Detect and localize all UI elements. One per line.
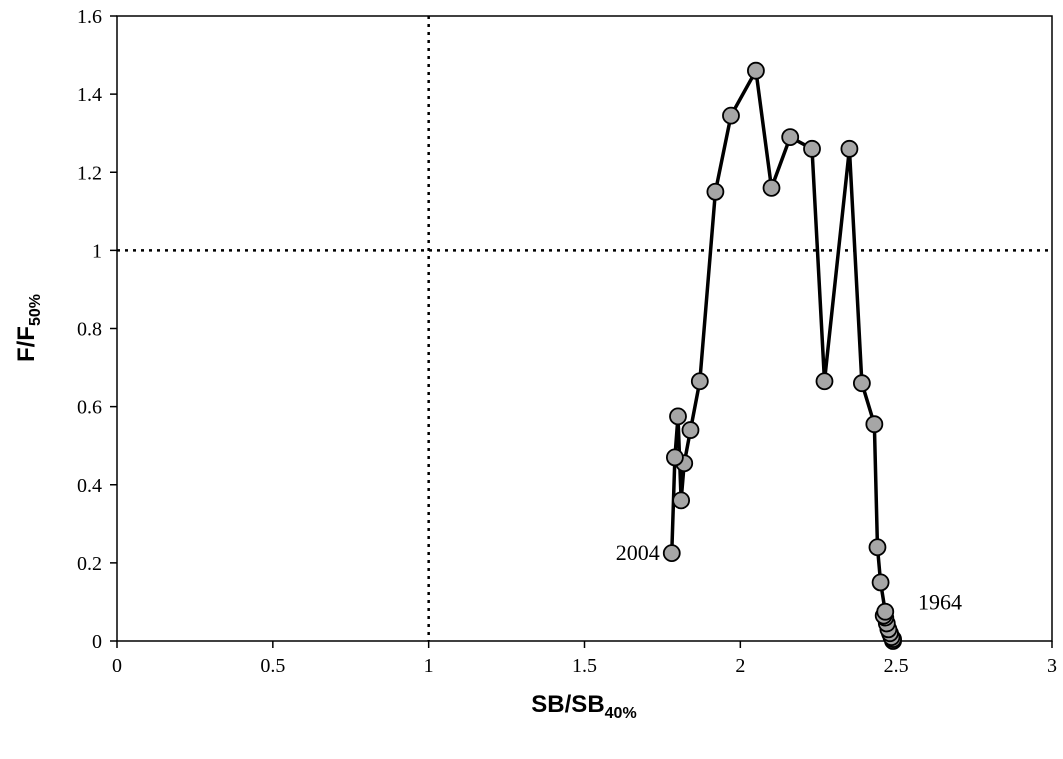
- data-point: [781, 128, 800, 146]
- data-point: [876, 602, 895, 621]
- data-point: [762, 178, 781, 197]
- annotation-label: 2004: [616, 540, 660, 565]
- y-tick-label: 0.4: [77, 475, 102, 497]
- reference-lines: [117, 16, 1052, 641]
- y-axis-title: F/F50%: [13, 294, 44, 362]
- x-tick-label: 1: [424, 655, 434, 677]
- data-point: [681, 421, 700, 439]
- y-tick-label: 1.6: [77, 6, 102, 28]
- data-point: [803, 139, 821, 158]
- data-point: [815, 372, 834, 391]
- data-point: [871, 573, 890, 592]
- x-axis-title: SB/SB40%: [531, 691, 636, 722]
- y-tick-label: 1.4: [77, 84, 102, 106]
- x-tick-label: 0: [112, 655, 122, 677]
- annotations: 1964 2004: [616, 540, 962, 614]
- series-group: [662, 61, 902, 650]
- x-tick-label: 2: [735, 655, 745, 677]
- data-point: [747, 61, 765, 80]
- y-tick-label: 1: [92, 240, 102, 262]
- data-point: [722, 106, 740, 125]
- data-point: [706, 182, 725, 201]
- y-axis: 0 0.2 0.4 0.6 0.8 1 1.2 1.4 1.6: [77, 6, 117, 653]
- y-tick-label: 0.8: [77, 319, 102, 341]
- annotation-label: 1964: [918, 589, 962, 614]
- data-point: [852, 374, 871, 393]
- y-tick-label: 0.2: [77, 553, 102, 575]
- data-point: [669, 407, 687, 426]
- x-tick-label: 2.5: [884, 655, 909, 677]
- y-tick-label: 0.6: [77, 397, 102, 419]
- x-tick-label: 0.5: [260, 655, 285, 677]
- plot-area: [116, 15, 1053, 642]
- y-tick-label: 1.2: [77, 162, 102, 184]
- data-point: [840, 139, 859, 158]
- y-tick-label: 0: [92, 631, 102, 653]
- data-point: [868, 538, 887, 557]
- data-point: [690, 372, 709, 391]
- data-point: [665, 448, 684, 467]
- x-tick-label: 1.5: [572, 655, 597, 677]
- x-axis: 0 0.5 1 1.5 2 2.5 3: [112, 641, 1057, 677]
- data-point: [865, 415, 884, 434]
- data-point: [662, 544, 681, 563]
- data-point: [672, 491, 691, 510]
- x-tick-label: 3: [1047, 655, 1057, 677]
